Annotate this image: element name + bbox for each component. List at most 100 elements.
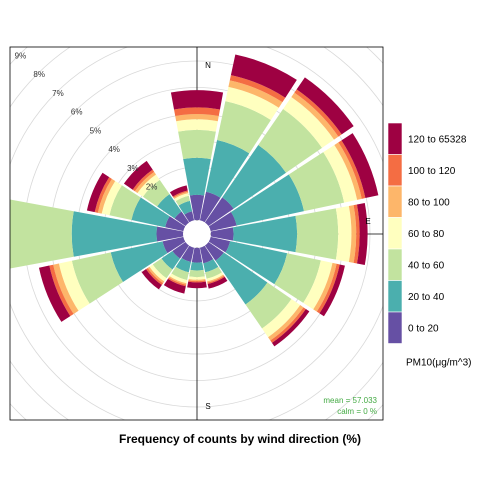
petal-segment [149, 264, 167, 282]
legend-swatch [387, 280, 403, 313]
legend-swatch [387, 154, 403, 187]
petal-segment [295, 208, 339, 260]
ring-label: 8% [33, 70, 45, 79]
petal-segment [210, 227, 234, 241]
petal-segment [174, 211, 190, 227]
petal-segment [147, 266, 165, 284]
petal-segment [184, 211, 195, 223]
petal-segment [170, 90, 224, 110]
petal-segment [189, 194, 205, 221]
mean-stat: mean = 57.033 [323, 396, 377, 405]
ring-label: 3% [127, 164, 139, 173]
petal-segment [145, 267, 164, 286]
petal-segment [204, 197, 234, 227]
petal-segment [230, 54, 297, 98]
petal-segment [10, 199, 74, 269]
petal-segment [262, 299, 301, 338]
petal-segment [294, 89, 342, 137]
petal-segment [174, 107, 220, 116]
petal-segment [190, 262, 204, 271]
ring-label: 5% [90, 126, 102, 135]
petal-segment [178, 200, 193, 215]
petal-segment [134, 171, 156, 193]
petal-segment [152, 258, 173, 279]
petal-segment [207, 274, 225, 283]
petal-segment [222, 144, 287, 209]
petal-segment [319, 264, 345, 317]
direction-label-e: E [365, 217, 370, 226]
legend-swatch [387, 311, 403, 344]
petal-segment [188, 279, 206, 282]
petal-segment [131, 197, 170, 228]
petal-segment [199, 191, 221, 223]
ring-label: 9% [15, 51, 27, 60]
petal-segment [172, 241, 190, 259]
petal-segment [303, 260, 333, 310]
petal-segment [313, 262, 337, 312]
petal-segment [97, 178, 116, 214]
petal-segment [245, 282, 292, 329]
petal-segment [181, 245, 195, 262]
legend-label: 80 to 100 [408, 197, 450, 208]
petal-segment [335, 205, 352, 263]
petal-segment [94, 177, 112, 213]
petal-segment [206, 139, 250, 198]
petal-segment [189, 269, 205, 278]
petal-segment [175, 114, 219, 122]
petal-segment [283, 96, 335, 148]
petal-segment [168, 276, 187, 285]
legend: 120 to 65328 100 to 120 80 to 100 60 to 80 4… [387, 122, 471, 369]
petal-segment [137, 174, 160, 197]
petal-segment [178, 129, 216, 159]
petal-segment [156, 226, 184, 242]
petal-segment [169, 185, 188, 197]
legend-swatch [387, 122, 403, 155]
petal-segment [268, 305, 304, 341]
petal-segment [169, 273, 188, 284]
legend-swatch [387, 217, 403, 250]
calm-stat: calm = 0 % [337, 407, 377, 416]
petal-segment [163, 278, 186, 294]
petal-segment [274, 253, 321, 303]
petal-segment [215, 252, 268, 305]
petal-segment [53, 263, 79, 314]
petal-segment [123, 160, 153, 190]
petal-segment [206, 272, 224, 282]
petal-segment [132, 169, 155, 192]
direction-label-s: S [205, 402, 210, 411]
petal-segment [316, 263, 340, 314]
legend-label: 0 to 20 [408, 323, 439, 334]
petal-segment [38, 265, 71, 322]
petal-segment [205, 266, 222, 279]
petal-segment [175, 195, 190, 206]
petal-segment [101, 180, 122, 216]
petal-segment [142, 179, 170, 207]
petal-segment [225, 86, 279, 120]
legend-label: 20 to 40 [408, 292, 445, 303]
petal-segment [208, 211, 237, 232]
petal-segment [191, 247, 203, 263]
petal-segment [162, 236, 186, 254]
petal-segment [229, 75, 286, 103]
petal-segment [176, 119, 218, 132]
petal-segment [271, 308, 310, 347]
petal-segment [175, 257, 192, 273]
legend-title: PM10(μg/m^3) [406, 358, 471, 369]
petal-segment [188, 276, 206, 280]
legend-swatch [387, 248, 403, 281]
petal-segment [188, 280, 206, 283]
petal-segment [338, 140, 366, 199]
plot-inner: 2% 3% 4% 5% 6% 7% 8% 9% [10, 47, 383, 420]
petal-segment [157, 194, 182, 219]
legend-label: 100 to 120 [408, 166, 456, 177]
petal-segment [199, 245, 214, 264]
petal-segment [204, 241, 224, 261]
petal-segment [270, 307, 306, 343]
petal-segment [172, 190, 188, 198]
petal-segment [203, 259, 219, 273]
petal-segment [165, 216, 186, 232]
petal-segment [183, 157, 211, 196]
petal-segment [86, 172, 110, 213]
petal-segment [171, 266, 189, 281]
